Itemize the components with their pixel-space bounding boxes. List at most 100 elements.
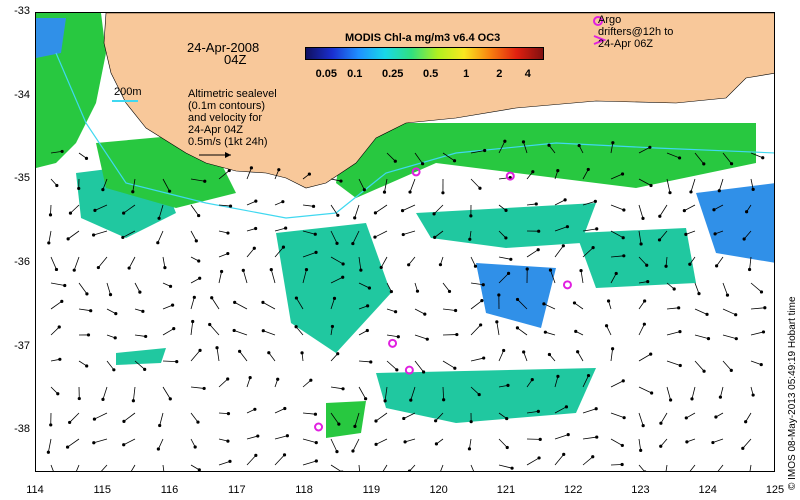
argo-float-marker[interactable] <box>505 171 515 181</box>
velocity-arrow <box>694 360 705 372</box>
velocity-arrow <box>246 167 252 180</box>
velocity-arrow-head <box>208 322 212 327</box>
velocity-arrow-head <box>454 308 458 313</box>
velocity-arrow-head <box>734 337 738 341</box>
imos-timestamp: © IMOS 08-May-2013 05:49:19 Hobart time <box>787 296 798 490</box>
map-area[interactable] <box>35 12 775 472</box>
velocity-arrow <box>694 152 705 165</box>
velocity-arrow-head <box>193 445 197 449</box>
velocity-arrow-head <box>393 159 397 163</box>
velocity-arrow <box>470 386 480 395</box>
velocity-arrow-head <box>672 287 676 291</box>
velocity-arrow-head <box>92 233 96 237</box>
velocity-arrow-head <box>226 377 230 381</box>
velocity-arrow-head <box>60 299 64 303</box>
velocity-arrow <box>246 435 258 440</box>
velocity-arrow <box>218 460 231 466</box>
velocity-arrow <box>554 245 564 258</box>
velocity-arrow <box>414 152 423 164</box>
velocity-arrow <box>242 270 248 284</box>
velocity-arrow-head <box>536 248 540 252</box>
velocity-arrow <box>638 230 642 245</box>
velocity-arrow <box>330 178 342 182</box>
velocity-arrow <box>158 204 164 219</box>
velocity-arrow-head <box>47 241 51 245</box>
velocity-arrow-head <box>455 332 459 337</box>
longitude-tick-label: 119 <box>362 484 381 496</box>
velocity-arrow <box>606 325 612 336</box>
velocity-arrow-head <box>68 211 73 215</box>
velocity-arrow-head <box>141 309 145 313</box>
velocity-arrow-head <box>434 442 439 446</box>
velocity-arrow-head <box>645 263 649 267</box>
velocity-arrow <box>158 438 164 450</box>
velocity-arrow-head <box>156 241 160 245</box>
velocity-arrow-head <box>574 329 578 333</box>
velocity-arrow <box>78 282 88 295</box>
velocity-arrow <box>470 178 481 189</box>
velocity-arrow <box>190 297 195 310</box>
velocity-arrow <box>408 256 416 266</box>
argo-float-marker[interactable] <box>411 167 421 177</box>
velocity-arrow-head <box>538 437 542 442</box>
velocity-arrow-head <box>281 200 285 204</box>
velocity-arrow <box>48 230 52 244</box>
argo-float-marker[interactable] <box>314 422 324 432</box>
velocity-arrow-head <box>564 405 569 409</box>
velocity-arrow <box>386 152 396 162</box>
argo-float-marker[interactable] <box>388 338 398 348</box>
velocity-arrow-head <box>108 293 113 297</box>
velocity-arrow-head <box>438 263 443 267</box>
velocity-arrow <box>296 297 304 310</box>
velocity-arrow-head <box>621 379 625 383</box>
velocity-arrow-head <box>122 211 126 215</box>
velocity-arrow <box>106 308 116 314</box>
velocity-arrow <box>694 334 709 340</box>
velocity-arrow <box>750 178 754 190</box>
chl-patch-blue-mid <box>476 263 556 328</box>
velocity-arrow-head <box>121 235 125 240</box>
velocity-arrow-head <box>197 213 201 218</box>
velocity-arrow-head <box>521 140 526 144</box>
velocity-arrow <box>47 438 52 453</box>
velocity-arrow-head <box>383 399 387 403</box>
velocity-arrow-head <box>677 306 681 310</box>
longitude-tick-label: 114 <box>26 484 44 496</box>
velocity-arrow <box>498 438 508 448</box>
colorbar-tick-label: 0.25 <box>381 68 404 80</box>
altimetry-legend-line: 24-Apr 04Z <box>188 124 244 136</box>
velocity-arrow-head <box>131 399 135 403</box>
colorbar <box>305 47 544 60</box>
velocity-arrow <box>386 360 398 371</box>
velocity-arrow <box>78 308 91 312</box>
velocity-arrow-head <box>713 232 717 236</box>
velocity-arrow-head <box>330 324 335 329</box>
velocity-arrow-head <box>684 416 688 420</box>
velocity-arrow-head <box>198 276 202 280</box>
chl-patch-mid <box>416 203 596 248</box>
velocity-arrow-head <box>642 322 646 326</box>
velocity-arrow-head <box>515 326 520 330</box>
velocity-arrow-head <box>89 309 93 313</box>
velocity-arrow <box>582 436 597 440</box>
velocity-arrow-head <box>192 295 196 299</box>
velocity-arrow-head <box>763 306 767 310</box>
argo-float-marker[interactable] <box>404 365 414 375</box>
velocity-arrow <box>554 199 566 206</box>
velocity-arrow <box>470 300 483 310</box>
latitude-tick-label: -35 <box>14 172 30 185</box>
velocity-arrow-head <box>561 244 565 248</box>
velocity-arrow <box>638 412 644 426</box>
velocity-arrow-head <box>226 231 230 235</box>
velocity-arrow <box>330 353 339 362</box>
velocity-arrow-head <box>611 141 615 145</box>
velocity-arrow-head <box>668 398 673 402</box>
velocity-arrow-head <box>219 269 224 274</box>
velocity-arrow-head <box>604 324 609 328</box>
velocity-arrow <box>274 435 288 440</box>
velocity-arrow-head <box>253 407 257 411</box>
altimetry-legend-line: Altimetric sealevel <box>188 88 277 100</box>
argo-float-marker[interactable] <box>562 280 572 290</box>
velocity-arrow-head <box>556 374 560 378</box>
velocity-arrow-head <box>351 241 355 246</box>
